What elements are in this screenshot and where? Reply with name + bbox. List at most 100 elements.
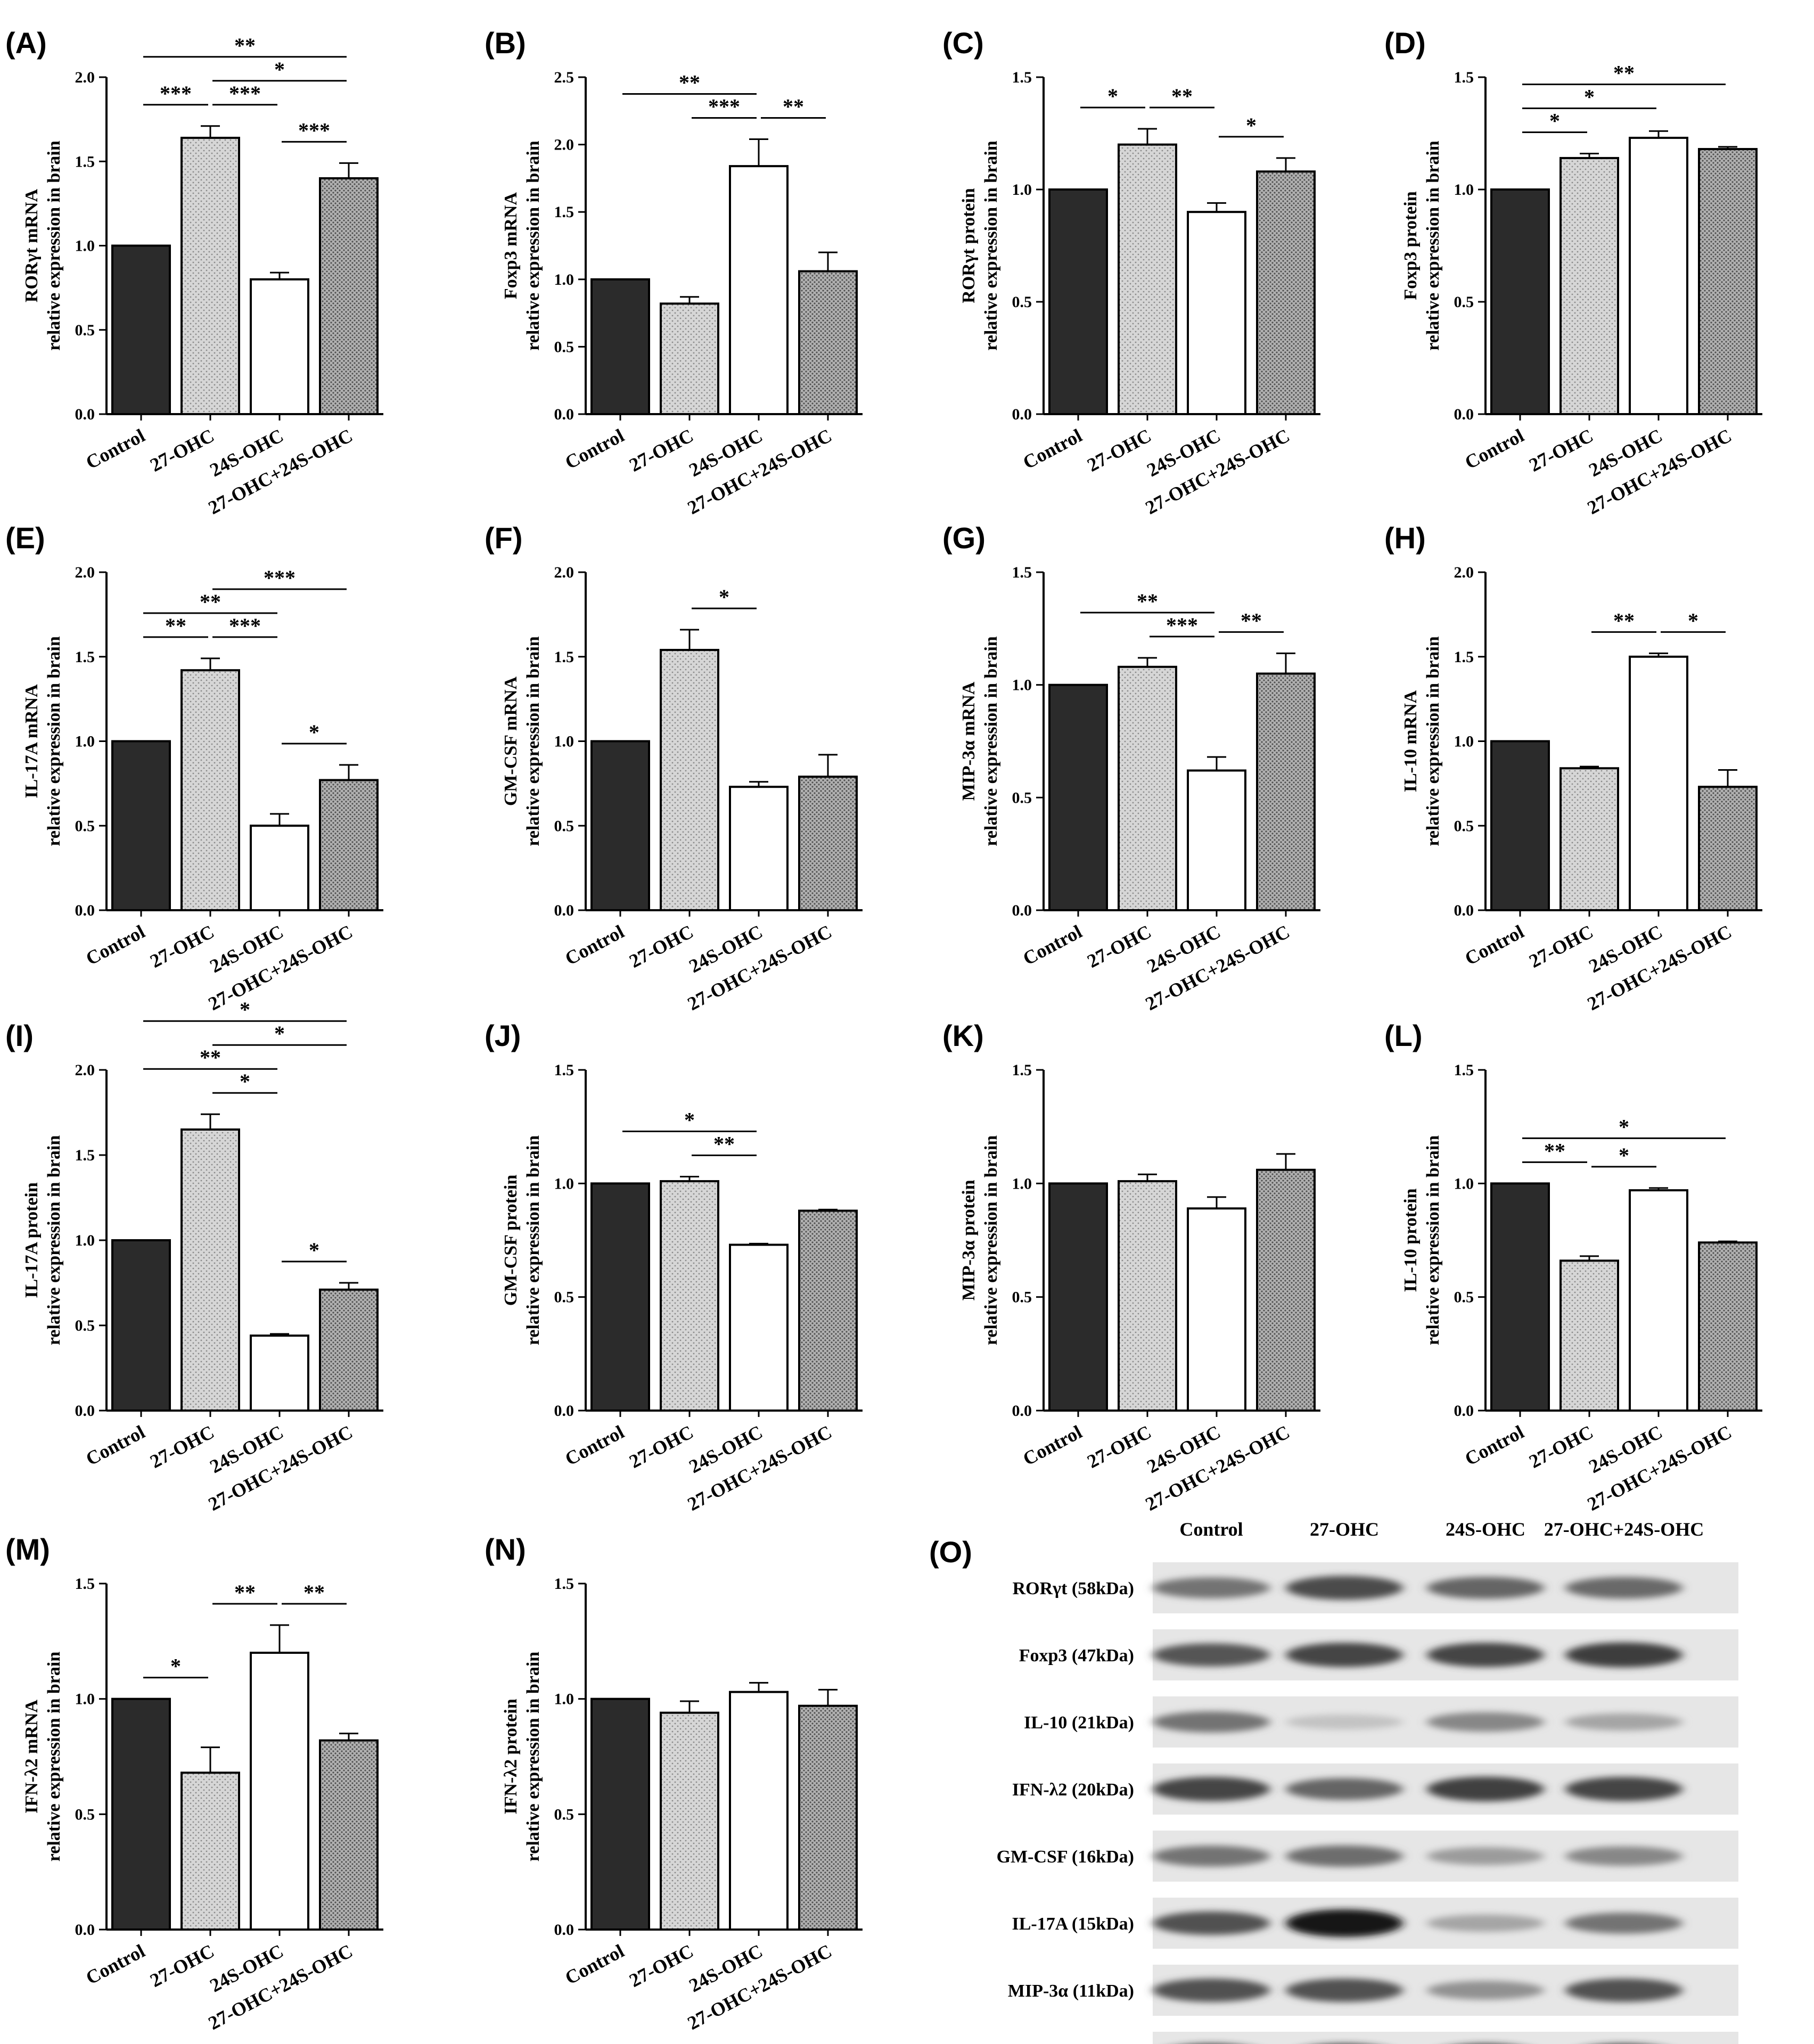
panel-label: (N) — [485, 1532, 526, 1566]
y-tick-label: 0.5 — [75, 322, 95, 339]
chart-D: (D) 0.0 0.5 1.0 1.5 Foxp3 protein relative exp… — [1384, 26, 1762, 518]
y-tick-label: 0.0 — [1454, 1402, 1474, 1420]
blot-row-label: IL-10 (21kDa) — [1024, 1713, 1134, 1733]
significance-label: ** — [1544, 1139, 1565, 1163]
y-axis-label-secondary: relative expression in brain — [1423, 1135, 1443, 1346]
significance-label: ** — [1613, 608, 1635, 632]
bar-B-2 — [729, 165, 789, 415]
y-tick-label: 1.5 — [1012, 69, 1032, 86]
significance-label: ** — [303, 1580, 325, 1604]
lane-label: Control — [1179, 1519, 1243, 1540]
y-tick-label: 0.0 — [75, 1402, 95, 1420]
blot-row: GM-CSF (16kDa) — [997, 1831, 1738, 1882]
blot-band — [1565, 1577, 1682, 1599]
bar-N-2 — [729, 1691, 789, 1931]
bar-J-1 — [660, 1180, 719, 1412]
blot-row-label: GM-CSF (16kDa) — [997, 1847, 1134, 1867]
y-tick-label: 2.0 — [554, 564, 574, 581]
y-tick-label: 0.5 — [1454, 1289, 1474, 1306]
significance-label: ** — [713, 1132, 735, 1156]
bar-H-1 — [1559, 767, 1619, 912]
blot-band — [1427, 1577, 1544, 1599]
y-tick-label: 0.0 — [1012, 1402, 1032, 1420]
y-axis-label: MIP-3α mRNA — [959, 681, 979, 801]
y-tick-label: 2.5 — [554, 69, 574, 86]
bar-I-0 — [111, 1239, 171, 1412]
blot-band — [1565, 1913, 1682, 1934]
bar-E-1 — [180, 669, 240, 912]
panel-label: (B) — [485, 26, 526, 60]
x-tick-label: 27-OHC — [626, 921, 697, 972]
y-axis-label: Foxp3 protein — [1401, 191, 1421, 300]
y-tick-label: 0.0 — [554, 1402, 574, 1420]
significance-label: * — [170, 1654, 181, 1678]
y-tick-label: 0.5 — [554, 338, 574, 356]
y-tick-label: 0.5 — [554, 817, 574, 835]
x-tick-label: Control — [1020, 1421, 1086, 1470]
y-tick-label: 1.5 — [75, 1147, 95, 1164]
blot-band — [1153, 1643, 1270, 1667]
y-tick-label: 1.0 — [1454, 1175, 1474, 1192]
significance-label: * — [309, 720, 319, 744]
chart-L: (L) 0.0 0.5 1.0 1.5 IL-10 protein relative exp… — [1384, 1019, 1762, 1515]
y-axis-label: RORγt mRNA — [22, 188, 42, 302]
y-tick-label: 1.0 — [554, 1175, 574, 1192]
bar-J-3 — [798, 1209, 858, 1412]
blot-band — [1565, 1777, 1682, 1801]
bar-B-3 — [798, 270, 858, 415]
y-tick-label: 0.5 — [1454, 817, 1474, 835]
significance-label: ** — [679, 70, 700, 94]
y-tick-label: 0.0 — [75, 1921, 95, 1939]
panel-label: (K) — [942, 1019, 984, 1052]
bar-M-2 — [250, 1652, 309, 1931]
blot-band — [1286, 1778, 1403, 1800]
bar-M-3 — [319, 1739, 379, 1931]
y-tick-label: 0.5 — [1454, 293, 1474, 311]
chart-I: (I) 0.0 0.5 1.0 1.5 2.0 IL-17A protein relative… — [5, 998, 383, 1515]
y-tick-label: 1.5 — [554, 1575, 574, 1593]
blot-row: GAPDH (37kDa) — [1153, 2032, 1738, 2044]
x-tick-label: Control — [1020, 425, 1086, 473]
bar-E-0 — [111, 740, 171, 911]
bar-I-3 — [319, 1288, 379, 1412]
significance-label: * — [1107, 84, 1118, 108]
bar-L-1 — [1559, 1259, 1619, 1412]
bar-F-1 — [660, 649, 719, 912]
y-axis-label: IL-17A protein — [22, 1182, 42, 1298]
y-tick-label: 2.0 — [1454, 564, 1474, 581]
y-tick-label: 1.5 — [1454, 1061, 1474, 1079]
bar-A-3 — [319, 177, 379, 415]
y-axis-label: RORγt protein — [959, 188, 979, 303]
y-axis-label-secondary: relative expression in brain — [523, 636, 543, 846]
y-tick-label: 0.0 — [554, 902, 574, 919]
y-tick-label: 1.5 — [554, 203, 574, 221]
y-tick-label: 0.5 — [75, 1317, 95, 1334]
x-tick-label: Control — [562, 1421, 628, 1470]
y-axis-label: IL-10 mRNA — [1401, 690, 1421, 792]
panel-label: (H) — [1384, 521, 1426, 555]
significance-label: * — [1549, 109, 1560, 133]
y-tick-label: 1.0 — [1012, 1175, 1032, 1192]
significance-label: * — [274, 1021, 285, 1045]
significance-label: ** — [1137, 589, 1158, 613]
y-tick-label: 1.0 — [1012, 677, 1032, 694]
blot-row: MIP-3α (11kDa) — [1008, 1965, 1738, 2016]
y-tick-label: 1.0 — [75, 237, 95, 255]
y-tick-label: 0.5 — [554, 1289, 574, 1306]
x-tick-label: 27-OHC — [1525, 1421, 1597, 1472]
blot-row-label: Foxp3 (47kDa) — [1019, 1646, 1134, 1666]
bar-C-2 — [1187, 211, 1246, 415]
panel-label: (J) — [485, 1019, 521, 1052]
y-axis-label: IFN-λ2 protein — [501, 1699, 521, 1814]
y-tick-label: 2.0 — [554, 136, 574, 154]
bar-G-0 — [1048, 683, 1108, 911]
chart-J: (J) 0.0 0.5 1.0 1.5 GM-CSF protein relative ex… — [485, 1019, 863, 1515]
blot-row-label: IL-17A (15kDa) — [1012, 1914, 1134, 1934]
bar-E-3 — [319, 779, 379, 912]
y-tick-label: 1.5 — [1012, 564, 1032, 581]
chart-N: (N) 0.0 0.5 1.0 1.5 IFN-λ2 protein relative ex… — [485, 1532, 863, 2034]
blot-band — [1286, 1643, 1403, 1667]
blot-row-label: RORγt (58kDa) — [1013, 1579, 1134, 1598]
blot-row: IL-10 (21kDa) — [1024, 1696, 1738, 1748]
